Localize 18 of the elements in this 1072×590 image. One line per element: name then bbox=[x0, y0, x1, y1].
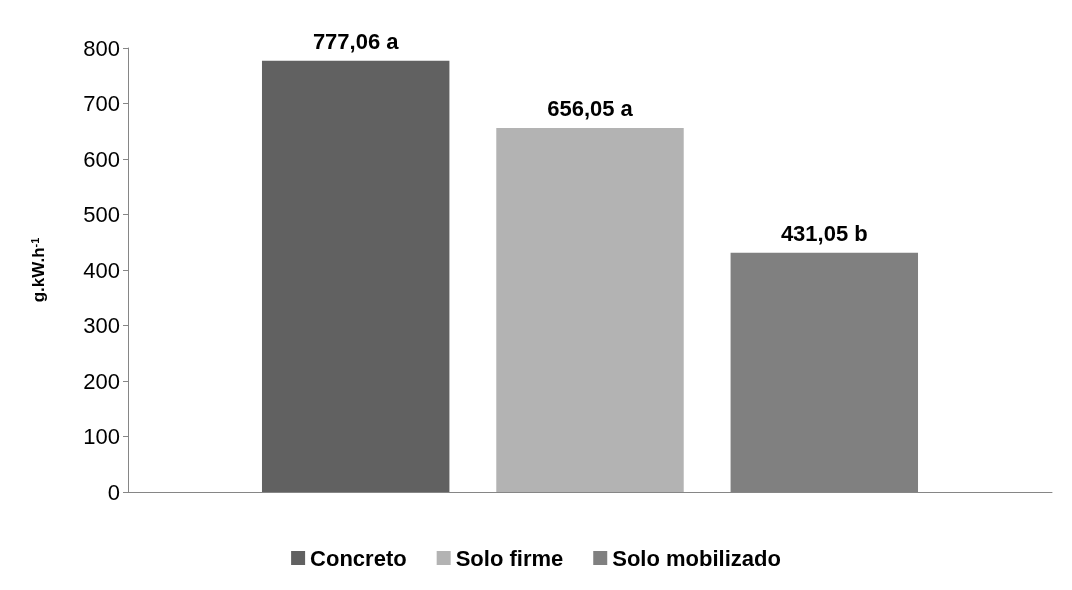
y-axis-title: g.kW.h-1 bbox=[28, 237, 48, 303]
y-tick-label: 700 bbox=[83, 91, 120, 116]
data-label: 656,05 a bbox=[547, 96, 634, 122]
y-tick-label: 600 bbox=[83, 146, 120, 172]
legend-label: Concreto bbox=[310, 545, 407, 571]
bar bbox=[261, 60, 450, 492]
y-tick-label: 200 bbox=[83, 368, 120, 394]
legend-label: Solo mobilizado bbox=[612, 545, 781, 571]
legend-label: Solo firme bbox=[455, 545, 564, 571]
y-tick-label: 800 bbox=[83, 35, 120, 61]
data-label: 431,05 b bbox=[780, 221, 868, 247]
y-tick-label: 400 bbox=[83, 257, 120, 283]
y-tick-label: 100 bbox=[83, 424, 120, 449]
bar bbox=[496, 127, 684, 492]
y-tick-label: 500 bbox=[83, 202, 120, 227]
y-tick-label: 300 bbox=[83, 313, 120, 338]
y-tick-label: 0 bbox=[107, 479, 120, 505]
data-label: 777,06 a bbox=[312, 29, 400, 55]
